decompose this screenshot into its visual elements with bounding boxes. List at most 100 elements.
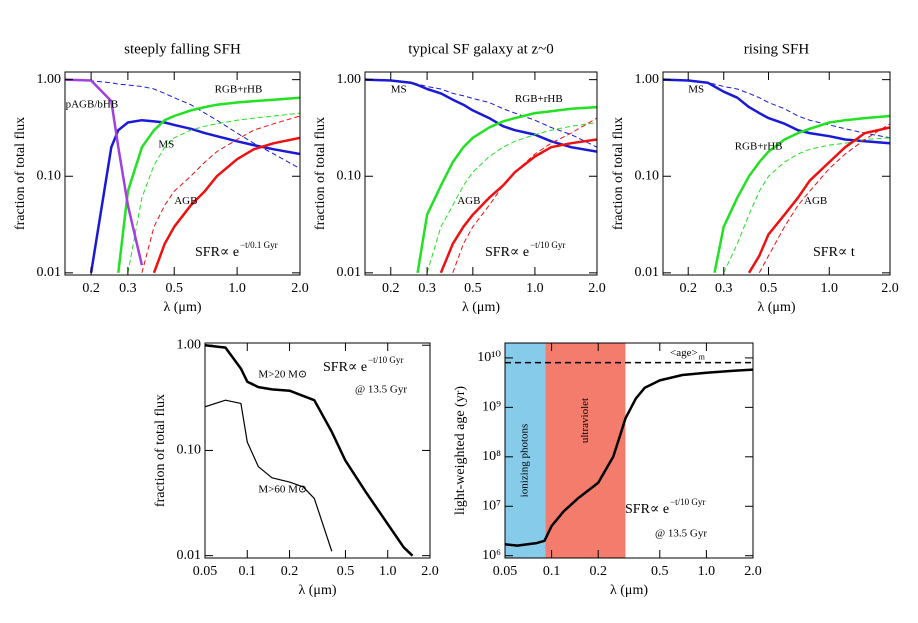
line — [439, 138, 597, 274]
y-axis-label: light-weighted age (yr) — [453, 386, 468, 515]
x-tick-label: 1.0 — [698, 564, 716, 579]
x-tick-label: 1.0 — [526, 281, 544, 296]
series-label: AGB — [804, 195, 827, 207]
line — [127, 112, 300, 273]
x-tick-label: 0.2 — [82, 281, 100, 296]
x-tick-label: 0.1 — [543, 564, 561, 579]
x-tick-label: 1.0 — [228, 281, 246, 296]
line — [65, 79, 300, 170]
x-tick-label: 0.05 — [193, 564, 218, 579]
y-tick-label: 10⁶ — [482, 548, 501, 563]
line — [365, 78, 597, 153]
plot-area — [505, 343, 753, 558]
line — [205, 343, 414, 557]
x-tick-label: 0.05 — [493, 564, 518, 579]
x-tick-label: 0.3 — [715, 281, 733, 296]
line — [452, 117, 597, 273]
x-tick-label: 1.0 — [379, 564, 397, 579]
series-label: RGB+rHB — [735, 141, 783, 153]
frame — [364, 71, 598, 276]
series-label: AGB — [174, 195, 197, 207]
x-tick-label: 0.5 — [651, 564, 669, 579]
panel-title: steeply falling SFH — [124, 41, 241, 57]
x-tick-label: 1.0 — [821, 281, 839, 296]
x-tick-label: 0.5 — [760, 281, 778, 296]
x-tick-label: 0.2 — [589, 564, 607, 579]
line — [117, 96, 300, 273]
y-tick-label: 1.00 — [37, 72, 62, 87]
series-label: MS — [391, 84, 407, 96]
x-axis-label: λ (μm) — [163, 300, 201, 315]
line — [65, 78, 144, 266]
annotation: @ 13.5 Gyr — [655, 528, 707, 540]
annotation-sup: −t/10 Gyr — [530, 240, 565, 250]
annotation: SFR∝ e — [323, 360, 367, 375]
y-tick-label: 0.10 — [37, 168, 62, 183]
x-tick-label: 0.3 — [119, 281, 137, 296]
x-axis-label: λ (μm) — [298, 583, 336, 598]
x-tick-label: 0.1 — [239, 564, 257, 579]
panel-title: rising SFH — [744, 41, 810, 57]
series-label: AGB — [457, 195, 480, 207]
annotation: @ 13.5 Gyr — [355, 384, 407, 396]
x-tick-label: 2.0 — [291, 281, 309, 296]
x-tick-label: 0.2 — [679, 281, 697, 296]
x-tick-label: 2.0 — [421, 564, 439, 579]
y-axis-label: fraction of total flux — [153, 394, 168, 507]
series-label: MS — [688, 84, 704, 96]
y-axis-label: fraction of total flux — [13, 117, 28, 230]
line — [713, 114, 890, 274]
annotation-sup: −t/10 Gyr — [368, 355, 403, 365]
line — [205, 399, 333, 552]
x-tick-label: 2.0 — [881, 281, 899, 296]
band-label: ionizing photons — [519, 424, 531, 498]
series-label: RGB+rHB — [215, 84, 263, 96]
annotation: SFR∝ t — [813, 245, 855, 260]
y-tick-label: 0.10 — [337, 168, 362, 183]
band-label: ultraviolet — [579, 398, 591, 443]
x-tick-label: 2.0 — [588, 281, 606, 296]
series-label: RGB+rHB — [515, 93, 563, 105]
line — [505, 368, 753, 547]
series-label: M>20 M⊙ — [258, 369, 307, 381]
line — [663, 78, 890, 145]
y-tick-label: 0.01 — [337, 265, 362, 280]
y-tick-label: 1.00 — [635, 72, 660, 87]
y-tick-label: 0.01 — [37, 265, 62, 280]
x-tick-label: 0.2 — [382, 281, 400, 296]
plot-area — [365, 78, 597, 274]
frame — [662, 71, 891, 276]
line — [663, 79, 890, 139]
line — [152, 136, 300, 274]
series-label: MS — [158, 139, 174, 151]
plot-area — [65, 78, 300, 274]
panel-title: typical SF galaxy at z~0 — [408, 41, 554, 57]
annotation: SFR∝ e — [625, 502, 669, 517]
y-axis-label: fraction of total flux — [313, 117, 328, 230]
y-tick-label: 10⁷ — [482, 498, 501, 513]
frame — [504, 342, 754, 559]
annotation-sup: −t/10 Gyr — [670, 497, 705, 507]
annotation: SFR∝ e — [195, 245, 239, 260]
y-tick-label: 1.00 — [337, 72, 362, 87]
x-axis-label: λ (μm) — [610, 583, 648, 598]
line — [426, 122, 597, 273]
y-axis-label: fraction of total flux — [611, 117, 626, 230]
line — [416, 105, 597, 274]
x-tick-label: 2.0 — [744, 564, 762, 579]
line — [365, 79, 597, 148]
annotation-sup: −t/0.1 Gyr — [240, 240, 278, 250]
x-axis-label: λ (μm) — [757, 300, 795, 315]
y-tick-label: 0.10 — [635, 168, 660, 183]
x-axis-label: λ (μm) — [462, 300, 500, 315]
band — [505, 343, 546, 558]
line — [723, 137, 890, 274]
reference-label: <age> — [670, 347, 698, 359]
y-tick-label: 10⁸ — [482, 449, 501, 464]
x-tick-label: 0.2 — [281, 564, 299, 579]
series-label: M>60 M⊙ — [258, 484, 307, 496]
y-tick-label: 0.01 — [635, 265, 660, 280]
y-tick-label: 10⁹ — [482, 400, 501, 415]
frame — [64, 71, 301, 276]
